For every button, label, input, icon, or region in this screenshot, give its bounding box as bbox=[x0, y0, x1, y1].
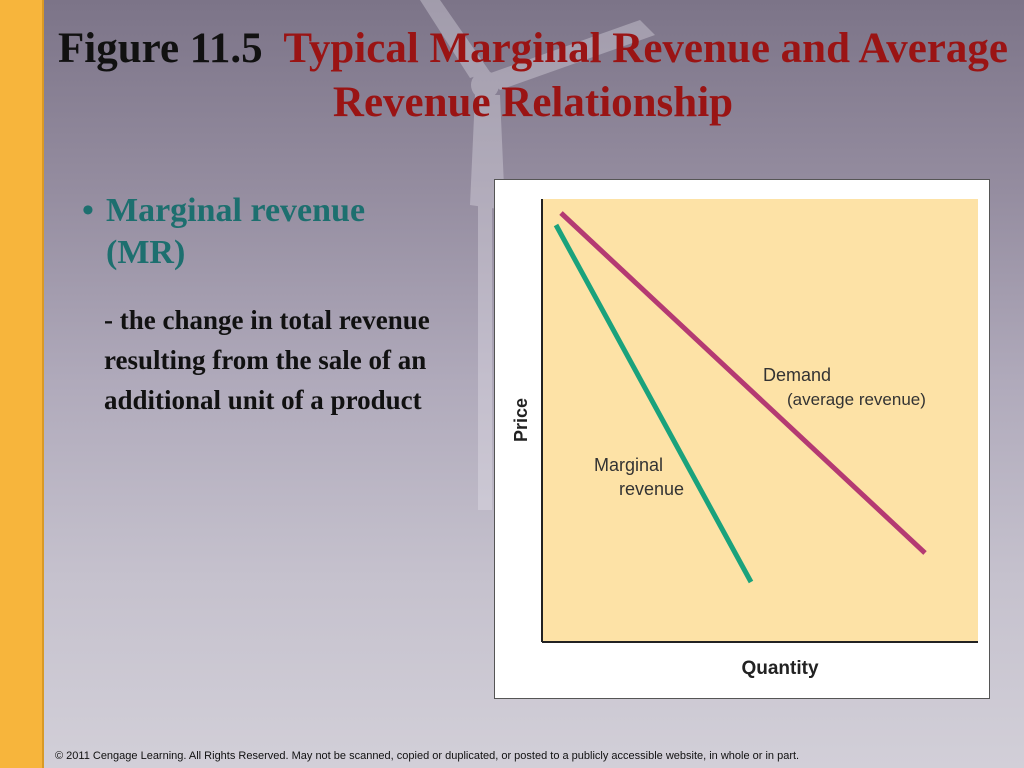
demand-curve bbox=[559, 211, 927, 555]
bullet-term: Marginal revenue (MR) bbox=[106, 192, 366, 271]
marginal-revenue-sublabel: revenue bbox=[619, 479, 684, 499]
slide-title: Figure 11.5 Typical Marginal Revenue and… bbox=[48, 22, 1018, 130]
x-axis-label: Quantity bbox=[741, 658, 818, 679]
y-axis-label: Price bbox=[511, 398, 531, 442]
figure-number: Figure 11.5 bbox=[58, 25, 263, 72]
figure-heading: Typical Marginal Revenue and Average Rev… bbox=[283, 25, 1008, 126]
marginal-revenue-label: Marginal bbox=[594, 455, 663, 475]
bullet-marker: • bbox=[82, 192, 94, 229]
demand-label: Demand bbox=[763, 365, 831, 385]
sidebar-strip bbox=[0, 0, 44, 768]
copyright-notice: © 2011 Cengage Learning. All Rights Rese… bbox=[55, 750, 800, 762]
marginal-revenue-curve bbox=[553, 223, 754, 584]
plot-background bbox=[542, 199, 978, 642]
bullet-definition: - the change in total revenue resulting … bbox=[104, 305, 430, 415]
bullet-item: • Marginal revenue (MR) bbox=[82, 190, 442, 274]
diagram-figure: Price Quantity Demand (average revenue) … bbox=[494, 179, 990, 699]
demand-sublabel: (average revenue) bbox=[787, 390, 926, 409]
